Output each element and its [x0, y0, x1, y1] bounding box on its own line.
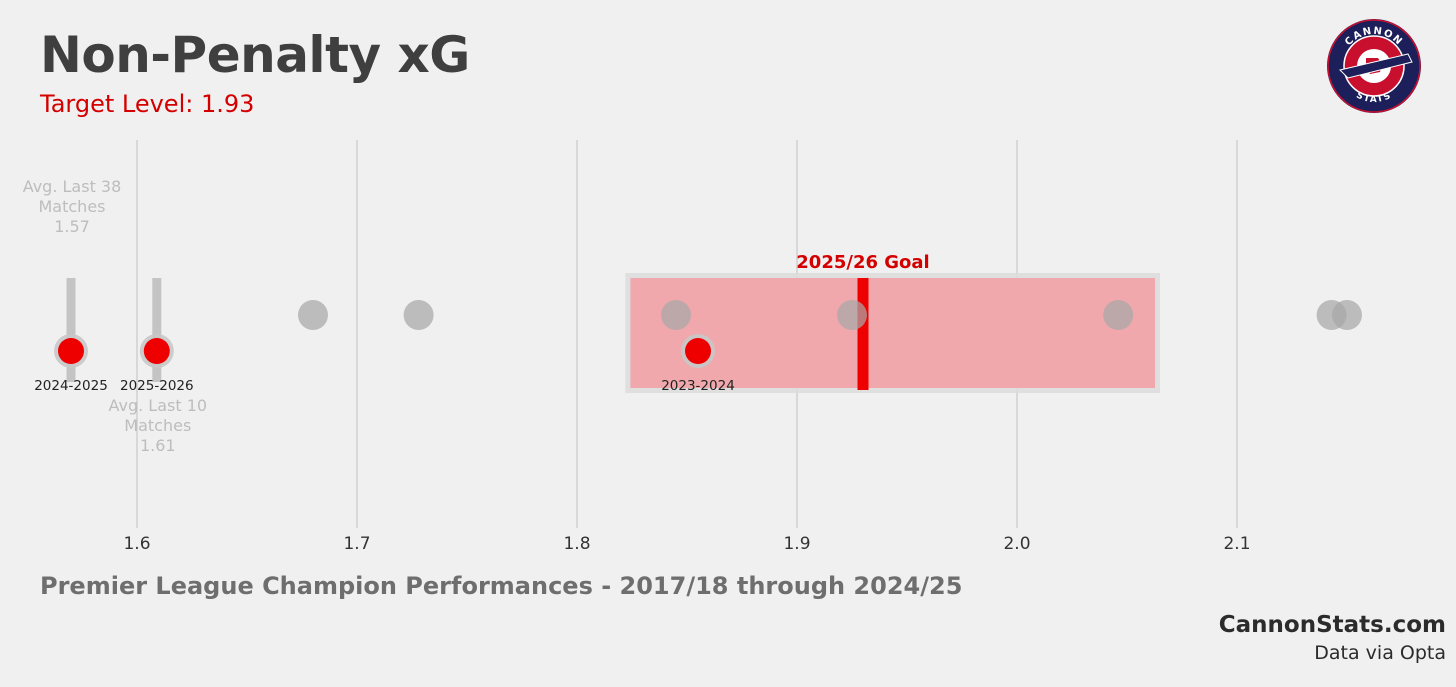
cannon-barrel-icon: [1339, 53, 1413, 79]
x-axis-ticks: 1.6 1.7 1.8 1.9 2.0 2.1: [123, 534, 1250, 554]
x-tick-label-4: 2.0: [1003, 534, 1030, 554]
champion-point-4: [1103, 300, 1134, 330]
avg10-label-line2: Matches: [124, 416, 191, 435]
season-label-2: 2023-2024: [661, 378, 735, 394]
goal-band-layer: 2025/26 Goal: [625, 252, 1160, 393]
x-tick-label-5: 2.1: [1223, 534, 1250, 554]
avg38-value: 1.57: [54, 217, 90, 236]
chart-description: Premier League Champion Performances - 2…: [40, 572, 963, 600]
champion-point-1: [403, 300, 434, 330]
brand-link[interactable]: CannonStats.com: [1218, 612, 1446, 638]
arsenal-point-1: [143, 338, 170, 364]
champion-point-3: [837, 300, 867, 330]
average-bars: [66, 278, 162, 382]
logo-ring-accent: [1327, 19, 1421, 113]
champion-point-2: [661, 300, 691, 330]
average-bar-1: [152, 278, 162, 382]
avg10-value: 1.61: [140, 436, 176, 455]
grid-lines: [136, 140, 1238, 528]
x-tick-label-2: 1.8: [563, 534, 590, 554]
average-bar-0: [66, 278, 76, 382]
goal-band: [630, 278, 1155, 388]
season-label-1: 2025-2026: [120, 378, 194, 394]
x-tick-label-0: 1.6: [123, 534, 150, 554]
arsenal-point-2: [685, 338, 711, 364]
champion-point-6: [1332, 300, 1362, 330]
chart-title: Non-Penalty xG: [40, 26, 470, 84]
avg38-label-line1: Avg. Last 38: [23, 177, 122, 196]
arsenal-points: 2024-2025 2025-2026 2023-2024: [34, 334, 735, 394]
x-tick-label-1: 1.7: [343, 534, 370, 554]
data-source: Data via Opta: [1314, 642, 1446, 664]
arsenal-point-0: [58, 338, 84, 364]
target-level-subtitle: Target Level: 1.93: [40, 90, 255, 118]
goal-label: 2025/26 Goal: [796, 252, 929, 273]
avg10-label-line1: Avg. Last 10: [109, 396, 208, 415]
x-tick-label-3: 1.9: [783, 534, 810, 554]
champion-points: [298, 300, 1362, 330]
logo-bottom-text: STATS: [1354, 91, 1393, 105]
champion-point-0: [298, 300, 328, 330]
avg38-label-line2: Matches: [39, 197, 106, 216]
goal-marker-line: [857, 278, 869, 390]
season-label-0: 2024-2025: [34, 378, 108, 394]
cannon-stats-logo: CANNON STATS: [1327, 19, 1421, 113]
